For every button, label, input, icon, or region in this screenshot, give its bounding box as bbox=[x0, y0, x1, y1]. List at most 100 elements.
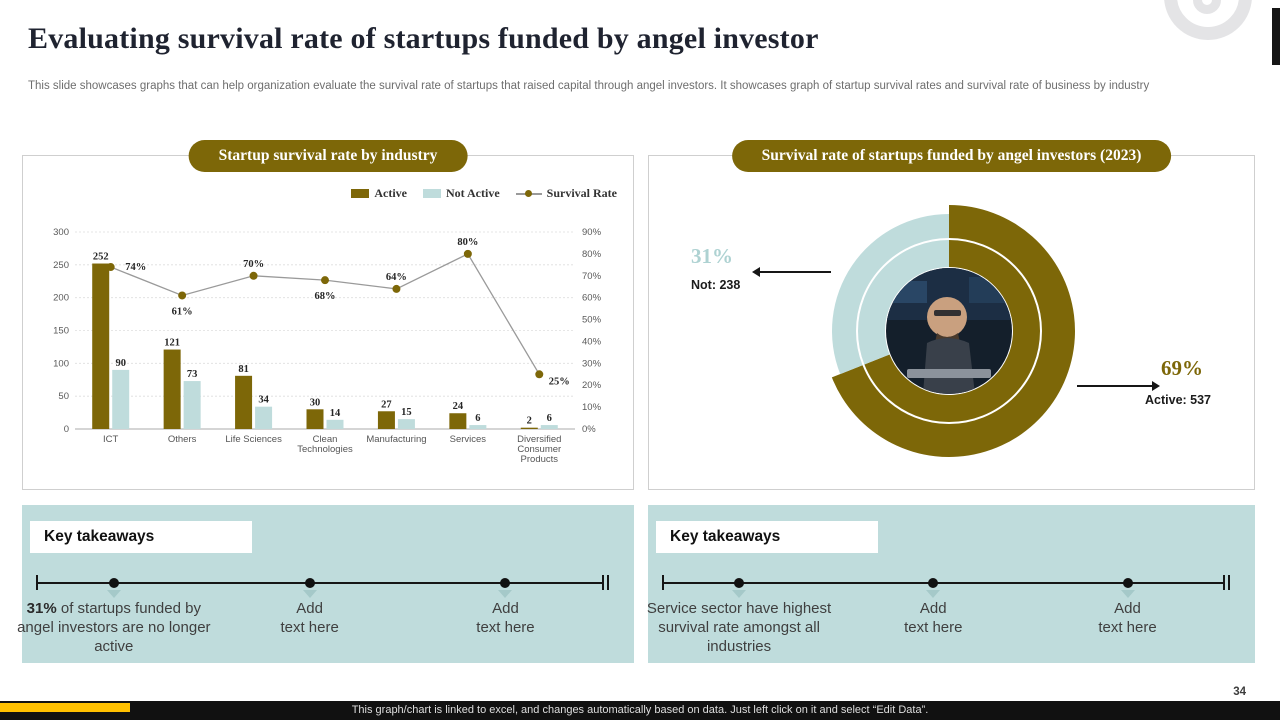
timeline-dot bbox=[304, 578, 315, 588]
footer-accent-bar bbox=[0, 703, 130, 712]
svg-text:6: 6 bbox=[475, 413, 480, 424]
page-subtitle: This slide showcases graphs that can hel… bbox=[28, 80, 1150, 92]
svg-text:50: 50 bbox=[58, 391, 69, 402]
svg-text:27: 27 bbox=[381, 399, 392, 410]
svg-text:64%: 64% bbox=[386, 272, 407, 283]
svg-text:80%: 80% bbox=[457, 237, 478, 248]
bar-chart-legend: Active Not Active Survival Rate bbox=[351, 186, 617, 201]
bar-active bbox=[235, 375, 253, 429]
bar-not-active bbox=[540, 425, 558, 429]
takeaway-item: Service sector have highest survival rat… bbox=[646, 600, 832, 655]
svg-text:25%: 25% bbox=[549, 376, 570, 387]
bar-not-active bbox=[397, 419, 415, 429]
svg-text:70%: 70% bbox=[243, 259, 264, 270]
svg-text:Others: Others bbox=[168, 434, 197, 445]
timeline-end-tick bbox=[602, 575, 604, 590]
legend-not-active: Not Active bbox=[423, 186, 500, 201]
takeaways-title-right: Key takeaways bbox=[656, 521, 878, 553]
takeaways-title-left: Key takeaways bbox=[30, 521, 252, 553]
timeline-end-tick2 bbox=[607, 575, 609, 590]
timeline-line bbox=[36, 582, 604, 584]
timeline-end-tick2 bbox=[1228, 575, 1230, 590]
svg-text:70%: 70% bbox=[582, 271, 602, 282]
pointer-triangle-icon bbox=[302, 590, 317, 598]
svg-text:0%: 0% bbox=[582, 424, 596, 435]
bar-line-combo-chart[interactable]: 0 50 100 150 200 250 300 0% 10% 20% 30% 40% 50% 60% 70… bbox=[29, 208, 619, 473]
svg-text:300: 300 bbox=[53, 227, 69, 238]
donut-chart-title: Survival rate of startups funded by ange… bbox=[731, 140, 1172, 172]
arrow-left-icon bbox=[752, 267, 831, 277]
legend-survival-rate: Survival Rate bbox=[515, 186, 617, 201]
arrow-right-icon bbox=[1077, 381, 1160, 391]
timeline-end-tick bbox=[1223, 575, 1225, 590]
svg-text:61%: 61% bbox=[172, 306, 193, 317]
line-point bbox=[535, 370, 544, 379]
donut-chart[interactable] bbox=[819, 201, 1079, 461]
bar-active bbox=[92, 263, 110, 429]
takeaway-placeholder[interactable]: Add text here bbox=[1098, 600, 1157, 636]
bar-not-active bbox=[183, 381, 201, 429]
svg-text:Life Sciences: Life Sciences bbox=[225, 434, 282, 445]
line-point bbox=[178, 291, 187, 300]
bar-active bbox=[449, 413, 467, 429]
svg-text:24: 24 bbox=[453, 401, 464, 412]
svg-text:Clean: Clean bbox=[313, 434, 338, 445]
active-count-label: Active: 537 bbox=[1145, 393, 1212, 407]
donut-slice bbox=[832, 214, 949, 375]
svg-text:Products: Products bbox=[521, 454, 559, 465]
svg-text:6: 6 bbox=[547, 413, 552, 424]
svg-text:90%: 90% bbox=[582, 227, 602, 238]
takeaway-placeholder[interactable]: Add text here bbox=[476, 600, 535, 636]
panel-donut-chart: Survival rate of startups funded by ange… bbox=[648, 140, 1255, 490]
line-point bbox=[106, 263, 115, 272]
line-marker-icon bbox=[515, 189, 542, 198]
legend-active: Active bbox=[351, 186, 407, 201]
donut-slice bbox=[831, 205, 1075, 457]
svg-text:20%: 20% bbox=[582, 380, 602, 391]
svg-text:121: 121 bbox=[164, 338, 180, 349]
svg-text:252: 252 bbox=[93, 252, 109, 263]
page-number: 34 bbox=[1233, 686, 1246, 698]
pointer-triangle-icon bbox=[732, 590, 747, 598]
svg-text:ICT: ICT bbox=[103, 434, 119, 445]
ring-inner-icon bbox=[1193, 0, 1221, 14]
svg-text:34: 34 bbox=[258, 395, 269, 406]
svg-text:Manufacturing: Manufacturing bbox=[366, 434, 426, 445]
svg-text:60%: 60% bbox=[582, 293, 602, 304]
svg-text:Services: Services bbox=[450, 434, 487, 445]
bar-active bbox=[377, 411, 395, 429]
svg-text:80%: 80% bbox=[582, 249, 602, 260]
bar-active bbox=[163, 349, 181, 429]
timeline-dot bbox=[928, 578, 939, 588]
svg-text:15: 15 bbox=[401, 407, 412, 418]
svg-text:200: 200 bbox=[53, 293, 69, 304]
takeaway-placeholder[interactable]: Add text here bbox=[904, 600, 963, 636]
active-percent-label: 69% bbox=[1161, 356, 1203, 380]
bar-not-active bbox=[255, 406, 273, 429]
svg-text:100: 100 bbox=[53, 358, 69, 369]
takeaways-panel-left: Key takeaways 31% of startups funded by … bbox=[17, 505, 634, 663]
svg-text:Technologies: Technologies bbox=[297, 444, 353, 455]
page-title: Evaluating survival rate of startups fun… bbox=[28, 22, 819, 55]
line-point bbox=[249, 271, 258, 280]
svg-text:250: 250 bbox=[53, 260, 69, 271]
line-point bbox=[321, 276, 329, 285]
line-point bbox=[392, 284, 401, 293]
timeline-line bbox=[662, 582, 1225, 584]
edge-accent-bar bbox=[1272, 8, 1280, 65]
pointer-triangle-icon bbox=[498, 590, 513, 598]
bar-active bbox=[306, 409, 324, 429]
svg-text:10%: 10% bbox=[582, 402, 602, 413]
center-photo bbox=[886, 268, 1012, 394]
svg-text:40%: 40% bbox=[582, 336, 602, 347]
takeaway-placeholder[interactable]: Add text here bbox=[280, 600, 339, 636]
svg-text:Diversified: Diversified bbox=[517, 434, 561, 445]
not-active-swatch-icon bbox=[423, 189, 441, 198]
panel-bar-chart: Startup survival rate by industry Active… bbox=[22, 140, 634, 490]
pointer-triangle-icon bbox=[926, 590, 941, 598]
svg-text:Consumer: Consumer bbox=[517, 444, 561, 455]
svg-text:90: 90 bbox=[115, 358, 126, 369]
line-point bbox=[463, 249, 472, 258]
logo-rings-decoration bbox=[1148, 0, 1258, 70]
svg-text:81: 81 bbox=[238, 364, 249, 375]
